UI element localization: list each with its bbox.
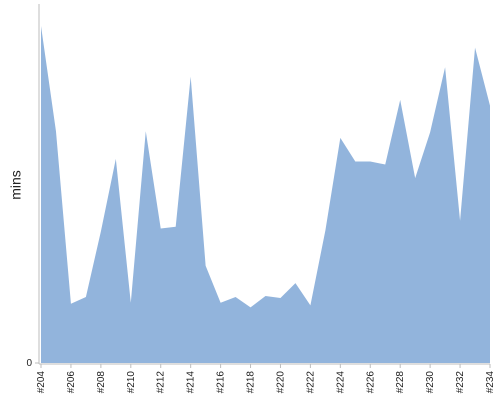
axes: 0 #204 #206 #208 #210 #212 #214 #216 #218 #220 #22…: [26, 4, 496, 393]
x-axis-tick-label: #214: [186, 371, 197, 394]
x-axis-tick-label: #234: [485, 371, 496, 394]
x-axis-tick-label: #218: [246, 371, 257, 394]
y-axis-label: mins: [8, 170, 24, 200]
series-area: [41, 25, 490, 363]
x-axis-tick-label: #212: [156, 371, 167, 394]
x-axis-tick-label: #224: [335, 371, 346, 394]
x-axis-tick-label: #222: [305, 371, 316, 394]
x-axis-tick-label: #208: [96, 371, 107, 394]
x-axis-tick-label: #228: [395, 371, 406, 394]
x-axis-tick-label: #230: [425, 371, 436, 394]
x-axis-tick-label: #210: [126, 371, 137, 394]
x-axis-tick-label: #232: [455, 371, 466, 394]
x-axis-tick-label: #216: [216, 371, 227, 394]
plot-area: [41, 25, 490, 363]
x-axis-tick-label: #204: [36, 371, 47, 394]
x-axis-tick-label: #226: [365, 371, 376, 394]
x-axis-tick-label: #220: [275, 371, 286, 394]
y-axis-tick-label: 0: [26, 358, 32, 369]
x-axis-tick-label: #206: [66, 371, 77, 394]
